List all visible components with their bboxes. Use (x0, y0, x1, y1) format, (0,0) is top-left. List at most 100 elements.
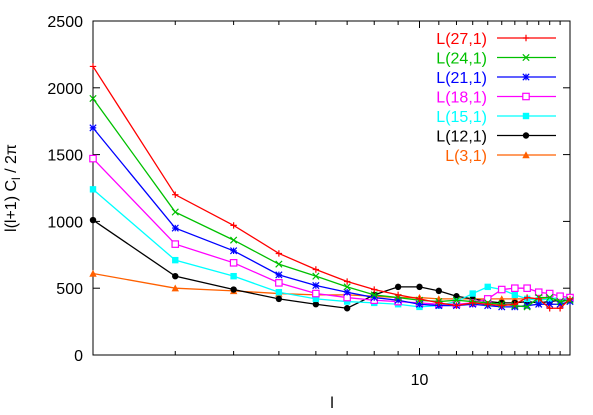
data-point (546, 293, 554, 302)
data-point (370, 293, 378, 302)
data-point (89, 216, 97, 224)
data-point (229, 236, 238, 244)
legend-label: L(27,1) (436, 31, 487, 48)
data-point (89, 154, 97, 163)
data-point (394, 291, 402, 299)
y-tick-label: 2000 (47, 81, 83, 98)
data-point (469, 290, 476, 297)
legend-marker (522, 92, 530, 101)
data-point (89, 269, 97, 277)
legend-label: L(21,1) (436, 70, 487, 87)
data-point (230, 286, 237, 293)
series-l-21-1 (89, 124, 574, 311)
data-point (415, 300, 424, 308)
data-point (343, 298, 351, 305)
data-point (275, 295, 283, 303)
data-point (416, 283, 423, 291)
legend-marker (522, 132, 530, 139)
legend-marker (522, 53, 530, 62)
data-point (469, 299, 476, 307)
data-point (312, 281, 320, 290)
x-axis: 10 (92, 21, 571, 389)
legend-label: L(18,1) (436, 90, 487, 107)
data-point (343, 288, 351, 296)
data-point (394, 296, 402, 304)
y-tick-label: 0 (74, 348, 83, 365)
data-point (497, 285, 506, 294)
x-tick-label: 10 (411, 372, 429, 389)
data-point (435, 299, 443, 307)
y-axis-label: l(l+1) Cl / 2π (3, 144, 23, 232)
data-point (171, 284, 179, 292)
data-point (312, 266, 320, 273)
data-point (275, 289, 283, 296)
data-point (546, 305, 553, 312)
legend-item: L(21,1) (436, 70, 556, 87)
data-point (484, 283, 491, 291)
data-point (172, 256, 179, 264)
data-point (556, 305, 564, 312)
data-point (371, 286, 378, 293)
data-point (556, 292, 564, 301)
data-point (229, 247, 238, 255)
legend-marker (522, 73, 530, 81)
data-point (435, 287, 443, 295)
legend-item: L(18,1) (436, 90, 556, 107)
data-point (343, 278, 351, 285)
data-point (523, 294, 531, 301)
data-point (171, 224, 179, 232)
data-point (172, 191, 179, 198)
legend-marker (522, 151, 530, 159)
data-point (511, 284, 519, 293)
legend-item: L(3,1) (445, 148, 556, 165)
y-tick-label: 500 (56, 281, 83, 298)
data-point (343, 283, 351, 291)
legend-label: L(24,1) (436, 51, 487, 68)
data-point (546, 300, 554, 308)
data-point (534, 288, 543, 297)
legend-item: L(12,1) (436, 129, 556, 146)
data-point (416, 295, 423, 303)
data-point (312, 295, 320, 303)
series-layer (89, 63, 574, 312)
data-point (275, 271, 283, 279)
data-point (370, 291, 378, 299)
data-point (453, 302, 460, 309)
data-point (343, 305, 351, 312)
data-point (484, 301, 491, 308)
data-point (275, 279, 283, 287)
y-tick-label: 1000 (47, 214, 83, 231)
data-point (89, 63, 97, 70)
data-point (511, 291, 519, 299)
series-l-27-1 (89, 63, 574, 312)
data-point (535, 300, 543, 308)
legend-item: L(15,1) (436, 109, 556, 126)
data-point (566, 295, 574, 303)
legend-marker (522, 112, 530, 120)
x-axis-label: l (330, 395, 334, 412)
data-point (230, 272, 237, 280)
data-point (171, 208, 179, 216)
legend-marker (522, 34, 530, 42)
y-tick-label: 2500 (47, 14, 83, 31)
data-point (172, 272, 179, 280)
y-axis: 0 500 1000 1500 2000 2500 (47, 14, 570, 365)
data-point (523, 284, 531, 293)
data-point (394, 283, 402, 291)
data-point (535, 295, 542, 303)
data-point (312, 289, 320, 298)
data-point (498, 302, 505, 309)
data-point (171, 240, 180, 248)
legend: L(27,1) L(24,1) L(21,1) L(18,1) L(15,1) L(12,… (436, 31, 556, 165)
data-point (546, 295, 553, 303)
y-tick-label: 1500 (47, 148, 83, 165)
data-point (312, 272, 320, 280)
legend-item: L(24,1) (436, 51, 556, 68)
data-point (556, 297, 564, 306)
data-point (556, 300, 564, 308)
series-line (92, 66, 571, 309)
data-point (523, 301, 531, 310)
legend-label: L(12,1) (436, 129, 487, 146)
data-point (312, 301, 320, 308)
